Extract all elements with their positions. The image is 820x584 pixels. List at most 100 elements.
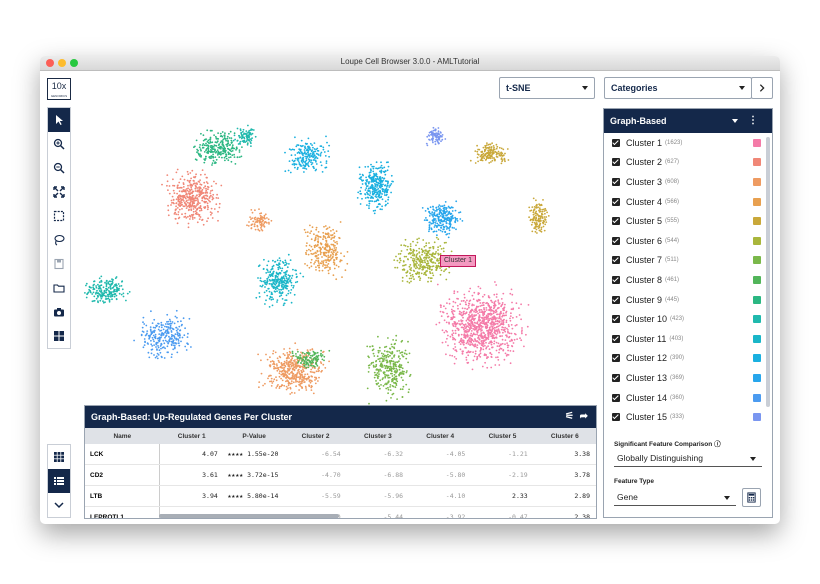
cell-point [97,301,99,304]
cell-point [485,337,487,339]
cell-point [448,271,451,274]
cell-point [412,262,415,264]
cell-point [434,256,436,259]
cell-point [195,182,197,185]
cell-point [99,295,102,298]
cell-point [510,332,513,335]
cell-point [291,357,294,360]
cell-point [371,200,374,202]
cell-point [230,147,233,150]
save-button[interactable] [48,252,70,276]
cell-point [228,148,231,151]
cell-point [453,227,455,229]
cell-point [303,375,306,378]
cell-point [303,360,306,362]
next-button[interactable] [751,77,773,99]
cell-point [149,334,151,337]
category-dropdown[interactable]: Categories [604,77,752,99]
cell-point [300,145,303,148]
cell-point [186,189,189,192]
zoom-out-button[interactable] [48,156,70,180]
cell-point [467,318,470,321]
lasso-button[interactable] [48,228,70,252]
cell-point [490,318,493,321]
zoom-in-button[interactable] [48,132,70,156]
cell-point [379,387,381,390]
cell-point [486,366,489,369]
cell-point [437,228,440,231]
cell-point [492,336,494,339]
cell-point [460,341,463,343]
cell-point [492,145,495,147]
table-view-button[interactable] [48,469,70,493]
close-button[interactable] [46,59,54,67]
layout-button[interactable] [48,324,70,348]
cell-point [320,164,323,167]
minimize-button[interactable] [58,59,66,67]
cell-point [462,299,465,302]
cell-point [178,196,180,199]
cell-point [195,159,198,161]
cell-point [270,219,273,222]
cell-point [321,246,324,249]
cell-point [204,173,206,176]
cell-point [113,285,115,288]
open-folder-button[interactable] [48,276,70,300]
pointer-tool-button[interactable] [48,108,70,132]
cell-point [190,346,192,348]
cell-point [175,213,178,216]
cell-point [314,379,316,381]
cell-point [385,356,388,359]
cell-point [503,157,506,160]
screenshot-button[interactable] [48,300,70,324]
cell-point [213,134,216,136]
cell-point [385,194,388,197]
collapse-button[interactable] [48,493,70,517]
tsne-plot[interactable] [76,86,604,406]
cell-point [208,197,211,199]
cell-point [445,214,447,217]
cell-point [212,153,215,156]
cell-point [425,219,428,222]
cell-point [372,210,375,212]
cell-point [153,336,156,339]
cell-point [268,297,271,300]
cell-point [389,384,392,386]
cell-point [299,150,302,152]
cell-point [539,208,541,211]
cell-point [381,205,383,208]
cell-point [411,273,414,276]
projection-dropdown[interactable]: t-SNE [499,77,595,99]
cell-point [278,375,281,378]
cell-point [413,249,415,252]
cell-point [380,161,382,164]
cell-point [188,317,191,320]
cell-point [264,286,266,288]
cell-point [272,298,274,301]
cell-point [207,186,210,189]
cell-point [480,335,482,338]
cell-point [421,253,423,256]
cell-point [211,162,214,164]
cell-point [376,191,379,194]
cell-point [291,148,294,151]
fit-view-button[interactable] [48,180,70,204]
cell-point [364,193,366,195]
heatmap-view-button[interactable] [48,445,70,469]
zoom-button[interactable] [70,59,78,67]
cell-point [307,253,310,256]
cell-point [336,241,338,243]
cell-point [443,219,446,222]
cell-point [440,304,442,307]
rectangle-select-button[interactable] [48,204,70,228]
cell-point [111,283,113,286]
cell-point [399,373,402,375]
cell-point [501,319,504,322]
cell-point [381,190,384,193]
cell-point [314,169,317,172]
cell-point [472,340,475,343]
cell-point [205,194,208,197]
cell-point [328,236,331,239]
cell-point [501,335,503,337]
cell-point [379,170,381,173]
